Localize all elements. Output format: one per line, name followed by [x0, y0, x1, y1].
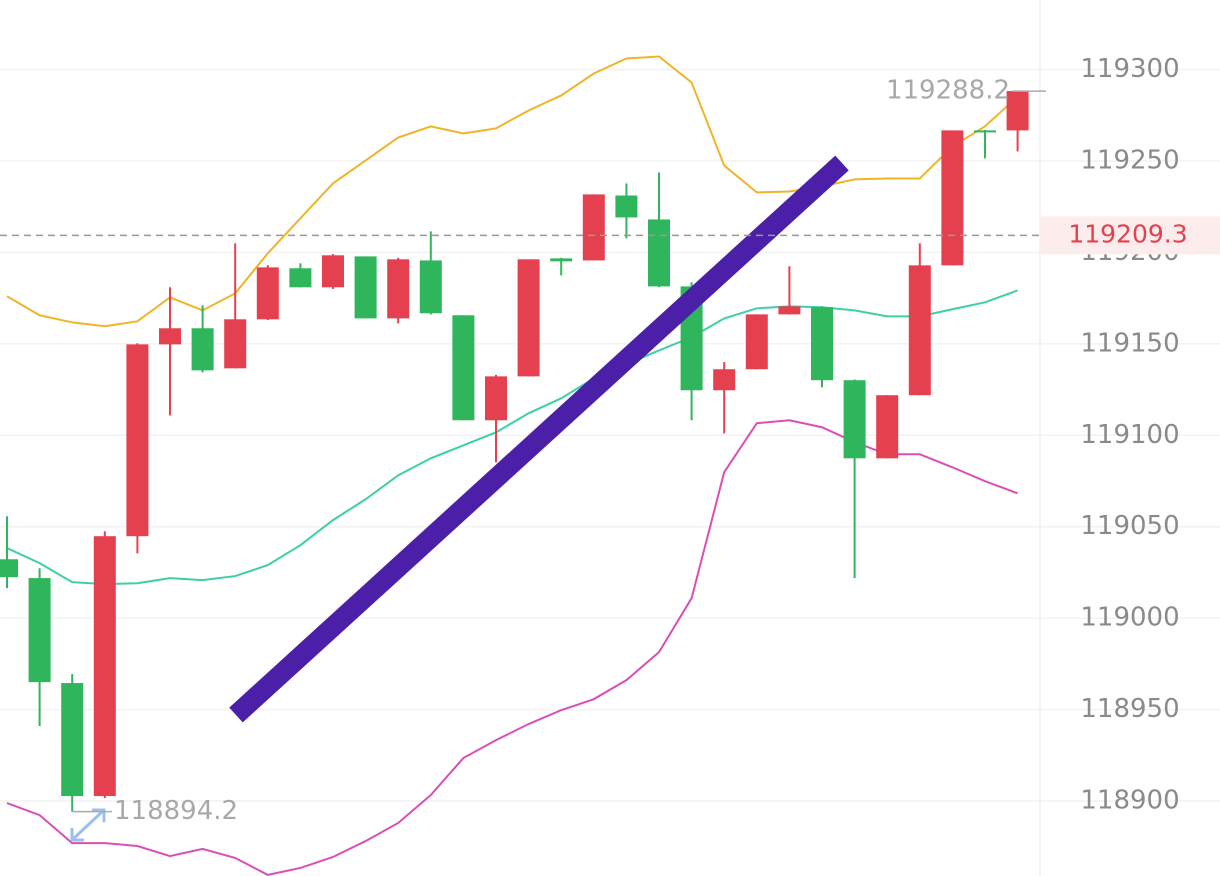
candle-body [908, 265, 931, 396]
candles [0, 91, 1029, 812]
y-tick-label: 119300 [1080, 54, 1179, 84]
candle-body [550, 258, 573, 262]
candle-body [517, 259, 540, 377]
candle-body [191, 328, 214, 371]
candle-body [61, 683, 84, 797]
candle-body [582, 194, 605, 261]
candle-body [615, 195, 638, 218]
y-tick-label: 119250 [1080, 145, 1179, 175]
last-price-badge [1040, 216, 1220, 255]
candle-body [387, 259, 410, 319]
last-price-label: 119209.3 [1068, 219, 1187, 248]
grid [0, 68, 1220, 802]
candle-body [876, 395, 899, 459]
candle-body [941, 130, 964, 266]
band-line [6, 289, 1018, 586]
y-tick-label: 119050 [1080, 511, 1179, 541]
candle-body [93, 536, 116, 797]
candle-body [811, 307, 833, 381]
candle-body [778, 306, 801, 315]
candle-body [28, 578, 51, 683]
candle-body [974, 130, 996, 133]
band-line [6, 55, 1019, 328]
candle-body [159, 328, 181, 345]
y-tick-label: 118950 [1080, 694, 1179, 724]
labels: 1193001192501192001191501191001190501190… [0, 54, 1220, 826]
min-label: 118894.2 [114, 796, 238, 826]
candle-body [354, 256, 377, 319]
candle-body [126, 344, 149, 537]
candle-body [1006, 91, 1029, 131]
candle-body [452, 315, 475, 421]
trend-annotation [229, 155, 849, 723]
candle-body [322, 255, 344, 288]
expand-icon [70, 808, 106, 842]
y-tick-label: 119150 [1080, 328, 1179, 358]
candle-body [419, 260, 442, 314]
candle-body [289, 268, 312, 288]
y-tick-label: 119000 [1080, 603, 1179, 633]
candle-body [648, 219, 670, 287]
candle-body [745, 314, 768, 370]
candle-body [0, 559, 18, 578]
candle-body [485, 376, 507, 421]
y-tick-label: 119100 [1080, 420, 1179, 450]
candle-body [843, 380, 866, 459]
y-tick-label: 118900 [1080, 786, 1179, 816]
candle-body [224, 319, 247, 369]
max-label: 119288.2 [886, 76, 1010, 106]
candle-body [713, 369, 736, 391]
candle-body [256, 267, 279, 320]
